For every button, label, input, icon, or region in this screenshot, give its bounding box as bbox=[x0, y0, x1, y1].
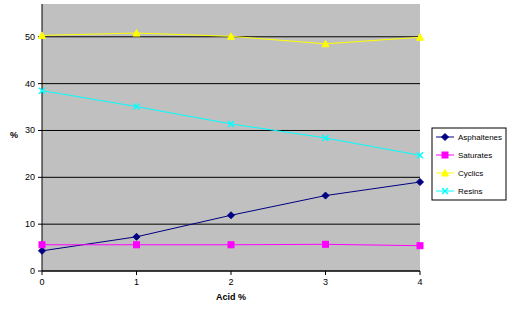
legend-box bbox=[432, 128, 506, 200]
point bbox=[323, 135, 329, 141]
y-tick bbox=[38, 224, 42, 225]
legend-marker bbox=[442, 134, 449, 141]
legend-marker bbox=[442, 152, 448, 158]
y-tick-label: 50 bbox=[25, 32, 35, 42]
x-tick-label: 0 bbox=[39, 277, 44, 287]
legend-label: Resins bbox=[458, 187, 482, 196]
x-axis bbox=[42, 271, 420, 272]
grid-line bbox=[42, 224, 420, 225]
plot-area bbox=[42, 4, 420, 271]
point bbox=[228, 242, 234, 248]
point bbox=[322, 192, 329, 199]
y-tick-label: 20 bbox=[25, 172, 35, 182]
legend-label: Cyclics bbox=[458, 169, 483, 178]
point bbox=[417, 179, 424, 186]
y-tick-label: 30 bbox=[25, 125, 35, 135]
y-tick bbox=[38, 271, 42, 272]
x-axis-label: Acid % bbox=[216, 292, 246, 302]
legend-label: Asphaltenes bbox=[458, 133, 502, 142]
point bbox=[133, 233, 140, 240]
legend-label: Saturates bbox=[458, 151, 492, 160]
series-line bbox=[42, 91, 420, 156]
x-tick bbox=[136, 271, 137, 275]
point bbox=[228, 212, 235, 219]
legend-marker bbox=[442, 170, 449, 177]
point bbox=[322, 40, 329, 47]
grid-line bbox=[42, 83, 420, 84]
x-tick bbox=[420, 271, 421, 275]
x-tick-label: 1 bbox=[134, 277, 139, 287]
y-tick-label: 0 bbox=[30, 266, 35, 276]
grid-line bbox=[42, 130, 420, 131]
grid-line bbox=[42, 177, 420, 178]
y-tick bbox=[38, 130, 42, 131]
point bbox=[39, 32, 46, 38]
legend-marker bbox=[442, 188, 448, 194]
x-tick-label: 3 bbox=[323, 277, 328, 287]
grid-line bbox=[42, 271, 420, 272]
y-tick bbox=[38, 83, 42, 84]
x-tick bbox=[325, 271, 326, 275]
point bbox=[417, 243, 423, 249]
x-tick bbox=[42, 271, 43, 275]
point bbox=[39, 247, 46, 254]
point bbox=[417, 34, 424, 41]
point bbox=[228, 33, 235, 40]
y-axis bbox=[42, 4, 43, 271]
point bbox=[134, 104, 140, 110]
y-axis-label: % bbox=[10, 130, 18, 140]
point bbox=[39, 88, 45, 94]
series-group bbox=[39, 30, 424, 255]
series-line bbox=[42, 182, 420, 251]
point bbox=[134, 242, 140, 248]
y-tick bbox=[38, 177, 42, 178]
y-tick-label: 40 bbox=[25, 79, 35, 89]
point bbox=[133, 30, 140, 37]
x-tick-label: 4 bbox=[417, 277, 422, 287]
point bbox=[417, 152, 423, 158]
chart: 0 10 20 30 40 50 0 1 2 3 4 Acid %% Asphaltenes Satura… bbox=[0, 0, 524, 318]
point bbox=[39, 242, 45, 248]
x-tick-label: 2 bbox=[228, 277, 233, 287]
point bbox=[323, 241, 329, 247]
y-tick-label: 10 bbox=[25, 219, 35, 229]
x-tick bbox=[231, 271, 232, 275]
point bbox=[228, 121, 234, 127]
legend: Asphaltenes Saturates Cyclics Resins bbox=[432, 128, 506, 200]
series-line bbox=[42, 33, 420, 44]
